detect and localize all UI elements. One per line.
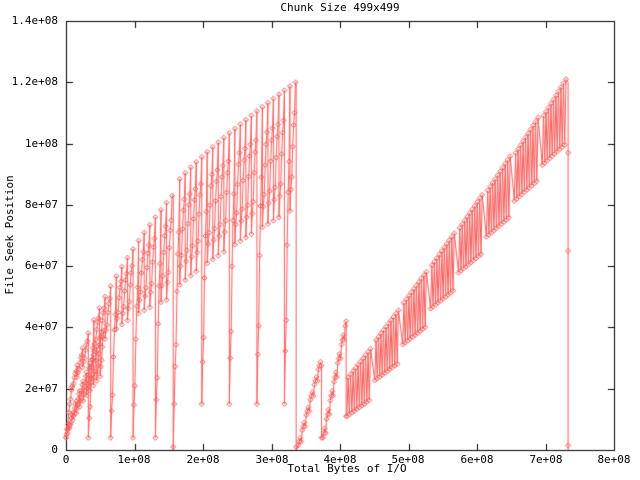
y-tick-label: 1.4e+08 bbox=[11, 14, 58, 27]
y-tick-label: 0 bbox=[51, 443, 58, 456]
x-tick-label: 0 bbox=[62, 453, 70, 466]
x-tick-label: 1e+08 bbox=[117, 453, 151, 466]
x-tick-label: 5e+08 bbox=[391, 453, 425, 466]
x-tick-label: 6e+08 bbox=[460, 453, 494, 466]
y-tick-label: 1e+08 bbox=[24, 137, 58, 150]
x-tick-label: 8e+08 bbox=[597, 453, 631, 466]
x-tick-label: 3e+08 bbox=[255, 453, 289, 466]
x-axis-label: Total Bytes of I/O bbox=[287, 462, 407, 475]
x-tick-label: 2e+08 bbox=[186, 453, 220, 466]
y-axis-label: File Seek Position bbox=[3, 175, 16, 295]
y-tick-label: 6e+07 bbox=[24, 259, 58, 272]
y-tick-label: 8e+07 bbox=[24, 198, 58, 211]
chart-title: Chunk Size 499x499 bbox=[280, 1, 400, 14]
x-tick-label: 4e+08 bbox=[323, 453, 357, 466]
y-tick-label: 4e+07 bbox=[24, 320, 58, 333]
y-tick-label: 2e+07 bbox=[24, 382, 58, 395]
x-tick-label: 7e+08 bbox=[529, 453, 563, 466]
y-tick-label: 1.2e+08 bbox=[11, 75, 58, 88]
